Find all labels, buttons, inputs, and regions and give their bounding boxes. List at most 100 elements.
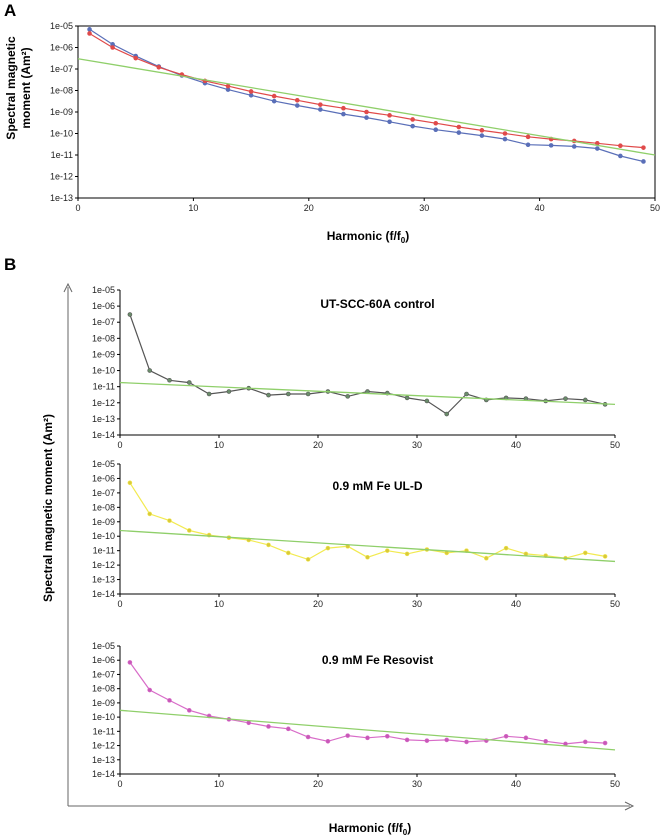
y-tick-label: 1e-07 — [50, 64, 73, 74]
series-line-data — [129, 662, 606, 745]
data-point — [582, 739, 588, 745]
chart-title: UT-SCC-60A control — [320, 297, 434, 311]
data-point — [187, 708, 192, 713]
x-tick-label: 10 — [214, 440, 224, 450]
x-tick-label: 30 — [412, 779, 422, 789]
data-point — [167, 518, 172, 523]
data-point — [325, 545, 331, 551]
series-line-data — [129, 482, 606, 561]
fit-line — [119, 529, 616, 563]
data-point — [479, 133, 485, 138]
data-point — [187, 528, 192, 533]
panel-b-y-arrow — [63, 282, 73, 293]
data-point — [410, 123, 415, 129]
fit-line — [119, 381, 616, 405]
data-point — [525, 142, 531, 148]
data-point — [384, 548, 390, 553]
y-tick-label: 1e-05 — [92, 459, 115, 469]
y-tick-label: 1e-05 — [92, 641, 115, 651]
data-point — [502, 131, 508, 136]
x-tick-label: 30 — [419, 203, 429, 213]
y-tick-label: 1e-06 — [50, 43, 73, 53]
x-tick-label: 50 — [610, 779, 620, 789]
data-point — [582, 397, 588, 403]
panel-a-label: A — [4, 1, 16, 20]
chart-title: 0.9 mM Fe Resovist — [322, 653, 433, 667]
data-point — [271, 93, 277, 99]
data-point — [133, 55, 138, 61]
chart-panel-b3: 1e-05 1e-06 1e-07 1e-08 1e-09 1e-10 1e-11 1e-12… — [92, 641, 620, 789]
data-point — [87, 27, 92, 32]
data-point — [464, 739, 469, 745]
y-tick-label: 1e-12 — [92, 560, 115, 570]
data-point — [127, 312, 133, 317]
y-tick-label: 1e-13 — [92, 575, 115, 585]
y-tick-label: 1e-09 — [92, 517, 115, 527]
data-point — [305, 734, 311, 740]
panel-b-x-arrow — [624, 801, 635, 811]
y-tick-label: 1e-06 — [92, 655, 115, 665]
y-tick-label: 1e-12 — [50, 172, 73, 182]
data-point — [248, 89, 254, 94]
data-point — [433, 127, 439, 133]
data-point — [404, 395, 410, 401]
data-point — [345, 394, 351, 399]
data-point — [387, 113, 392, 118]
data-point — [404, 737, 410, 743]
y-tick-label: 1e-13 — [92, 414, 115, 424]
x-tick-label: 20 — [313, 599, 323, 609]
data-point — [318, 102, 323, 107]
data-point — [305, 391, 311, 397]
data-point — [502, 136, 508, 142]
data-point — [318, 107, 323, 112]
data-point — [444, 411, 450, 417]
chart-panel-a: 1e-05 1e-06 1e-07 1e-08 1e-09 1e-10 1e-11 1e-12… — [50, 21, 660, 213]
panel-b-ylabel: Spectral magnetic moment (Am²) — [41, 414, 55, 602]
y-tick-label: 1e-10 — [92, 366, 115, 376]
y-tick-label: 1e-05 — [92, 285, 115, 295]
data-point — [246, 720, 251, 726]
data-point — [618, 143, 623, 149]
y-tick-label: 1e-08 — [92, 684, 115, 694]
y-tick-label: 1e-11 — [93, 546, 115, 556]
x-tick-label: 0 — [75, 203, 80, 213]
data-point — [525, 134, 531, 140]
y-tick-label: 1e-09 — [50, 107, 73, 117]
data-point — [167, 377, 172, 383]
data-point — [294, 103, 300, 108]
data-point — [641, 145, 646, 150]
y-tick-label: 1e-10 — [50, 129, 73, 139]
y-tick-label: 1e-07 — [92, 669, 115, 679]
y-tick-label: 1e-14 — [92, 769, 115, 779]
x-tick-label: 50 — [610, 440, 620, 450]
data-point — [187, 380, 192, 385]
data-point — [456, 124, 462, 130]
x-tick-label: 30 — [412, 440, 422, 450]
data-point — [503, 733, 509, 739]
series-line-red — [89, 32, 644, 149]
y-tick-label: 1e-14 — [92, 589, 115, 599]
x-tick-label: 10 — [214, 779, 224, 789]
y-tick-label: 1e-08 — [50, 86, 73, 96]
data-point — [387, 119, 392, 125]
y-tick-label: 1e-09 — [92, 349, 115, 359]
data-point — [147, 368, 152, 373]
x-tick-label: 20 — [313, 440, 323, 450]
chart-panel-b1: 1e-05 1e-06 1e-07 1e-08 1e-09 1e-10 1e-11 1e-12… — [92, 285, 620, 450]
data-point — [563, 396, 568, 401]
y-tick-label: 1e-12 — [92, 741, 115, 751]
series-line-blue — [89, 28, 644, 163]
data-point — [410, 117, 415, 122]
y-tick-label: 1e-07 — [92, 317, 115, 327]
data-point — [582, 550, 588, 556]
data-point — [444, 737, 450, 743]
data-point — [226, 389, 232, 394]
y-tick-label: 1e-13 — [50, 193, 73, 203]
data-point — [503, 545, 509, 551]
x-tick-label: 20 — [313, 779, 323, 789]
data-point — [618, 153, 623, 159]
y-tick-label: 1e-13 — [92, 755, 115, 765]
y-tick-label: 1e-09 — [92, 698, 115, 708]
data-point — [127, 660, 133, 665]
